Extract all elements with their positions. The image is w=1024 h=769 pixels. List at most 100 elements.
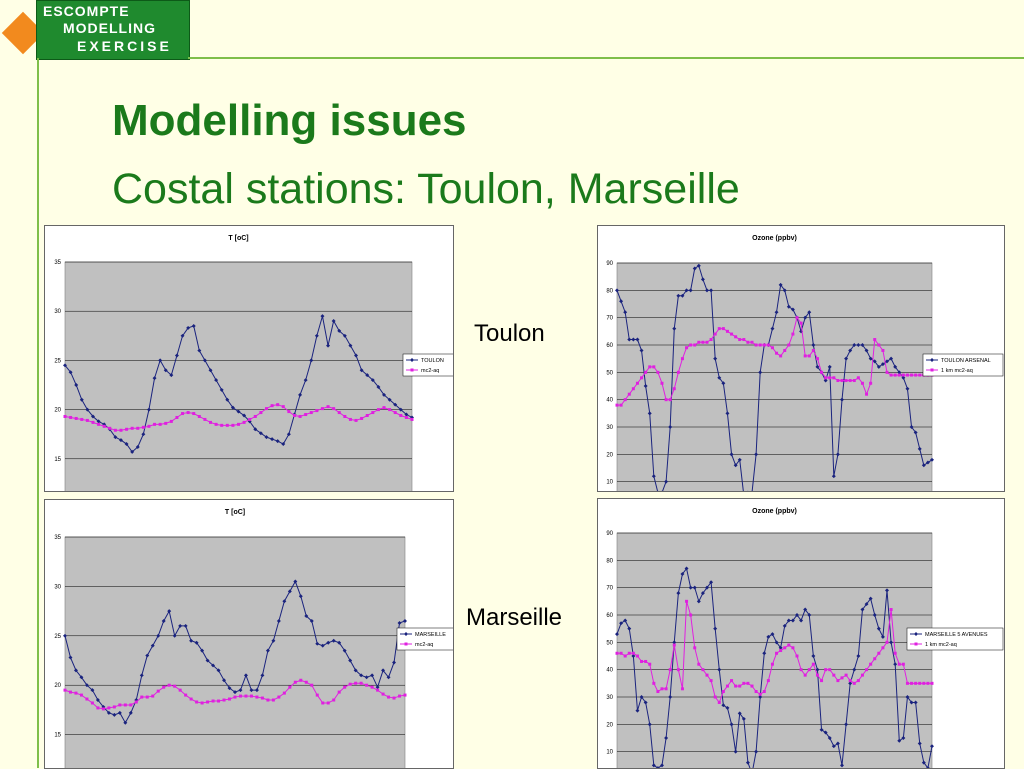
data-point-square	[332, 699, 335, 702]
data-point-square	[628, 393, 631, 396]
data-point-square	[706, 341, 709, 344]
data-point-square	[179, 689, 182, 692]
data-point-square	[656, 690, 659, 693]
data-point-square	[209, 421, 212, 424]
data-point-square	[310, 411, 313, 414]
data-point-square	[321, 407, 324, 410]
data-point-square	[234, 696, 237, 699]
data-point-square	[652, 365, 655, 368]
data-point-square	[812, 349, 815, 352]
legend-label: MARSEILLE 5 AVENUES	[925, 632, 988, 638]
data-point-square	[849, 379, 852, 382]
data-point-square	[787, 644, 790, 647]
y-tick-label: 30	[54, 309, 61, 315]
data-point-square	[898, 663, 901, 666]
data-point-square	[755, 344, 758, 347]
y-tick-label: 90	[606, 261, 613, 267]
data-point-square	[706, 674, 709, 677]
data-point-square	[697, 663, 700, 666]
data-point-square	[636, 655, 639, 658]
data-point-square	[299, 415, 302, 418]
y-tick-label: 35	[54, 535, 61, 541]
data-point-square	[190, 698, 193, 701]
data-point-square	[355, 419, 358, 422]
data-point-square	[206, 700, 209, 703]
data-point-square	[796, 655, 799, 658]
data-point-square	[791, 646, 794, 649]
data-point-square	[759, 344, 762, 347]
data-point-square	[399, 414, 402, 417]
data-point-square	[212, 700, 215, 703]
data-point-square	[841, 676, 844, 679]
data-point-square	[404, 694, 407, 697]
data-point-square	[103, 425, 106, 428]
data-point-square	[779, 649, 782, 652]
data-point-square	[722, 327, 725, 330]
data-point-square	[665, 687, 668, 690]
data-point-square	[665, 398, 668, 401]
data-point-square	[327, 405, 330, 408]
data-point-square	[918, 682, 921, 685]
data-point-square	[718, 327, 721, 330]
data-point-square	[746, 682, 749, 685]
data-point-square	[783, 646, 786, 649]
data-point-square	[648, 365, 651, 368]
data-point-square	[266, 699, 269, 702]
y-tick-label: 70	[606, 586, 613, 592]
data-point-square	[192, 412, 195, 415]
data-point-square	[873, 657, 876, 660]
data-point-square	[173, 685, 176, 688]
data-point-square	[693, 344, 696, 347]
legend-marker	[405, 643, 408, 646]
data-point-square	[656, 371, 659, 374]
y-tick-label: 70	[606, 316, 613, 322]
data-point-square	[832, 376, 835, 379]
data-point-square	[376, 689, 379, 692]
data-point-square	[886, 371, 889, 374]
data-point-square	[64, 689, 67, 692]
data-point-square	[277, 696, 280, 699]
data-point-square	[783, 349, 786, 352]
data-point-square	[108, 427, 111, 430]
data-point-square	[398, 695, 401, 698]
data-point-square	[661, 687, 664, 690]
data-point-square	[902, 663, 905, 666]
data-point-square	[393, 697, 396, 700]
data-point-square	[890, 608, 893, 611]
data-point-square	[327, 701, 330, 704]
data-point-square	[767, 344, 770, 347]
data-point-square	[796, 316, 799, 319]
data-point-square	[299, 679, 302, 682]
data-point-square	[820, 679, 823, 682]
data-point-square	[151, 695, 154, 698]
data-point-square	[360, 682, 363, 685]
data-point-square	[377, 408, 380, 411]
chart-svg-toulon-ozone: Ozone (ppbv)0102030405060708090182838485…	[598, 226, 1004, 491]
plot-area	[617, 533, 932, 768]
data-point-square	[869, 663, 872, 666]
data-point-square	[726, 685, 729, 688]
data-point-square	[644, 660, 647, 663]
legend-label: 1 km mc2-aq	[925, 642, 957, 648]
data-point-square	[129, 703, 132, 706]
data-point-square	[877, 344, 880, 347]
data-point-square	[886, 641, 889, 644]
chart-title: Ozone (ppbv)	[752, 235, 797, 242]
y-tick-label: 10	[606, 480, 613, 486]
plot-area	[65, 262, 412, 491]
data-point-square	[343, 415, 346, 418]
data-point-square	[354, 682, 357, 685]
data-point-square	[338, 411, 341, 414]
data-point-square	[861, 674, 864, 677]
data-point-square	[338, 691, 341, 694]
data-point-square	[316, 694, 319, 697]
data-point-square	[170, 420, 173, 423]
y-tick-label: 60	[606, 613, 613, 619]
data-point-square	[865, 668, 868, 671]
data-point-square	[287, 410, 290, 413]
data-point-square	[890, 374, 893, 377]
legend-marker	[915, 643, 918, 646]
data-point-square	[616, 652, 619, 655]
data-point-square	[195, 700, 198, 703]
data-point-square	[685, 346, 688, 349]
